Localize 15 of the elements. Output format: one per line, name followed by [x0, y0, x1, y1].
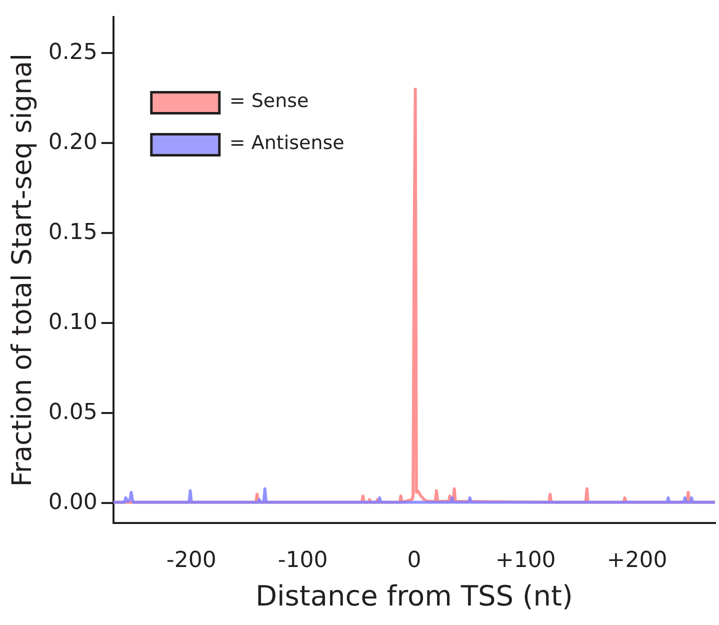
- y-tick-label: 0.15: [48, 220, 98, 245]
- y-tick-label: 0.10: [48, 310, 98, 335]
- x-tick-label: +200: [606, 548, 668, 573]
- legend-label: = Sense: [229, 90, 309, 112]
- x-tick-label: 0: [407, 548, 422, 573]
- y-tick-label: 0.00: [48, 490, 98, 515]
- y-tick-label: 0.05: [48, 400, 98, 425]
- x-tick-label: +100: [495, 548, 556, 573]
- x-tick-label: -200: [166, 548, 216, 573]
- y-axis-title: Fraction of total Start-seq signal: [7, 53, 38, 487]
- y-tick-label: 0.25: [48, 40, 98, 65]
- y-tick-label: 0.20: [48, 130, 98, 155]
- legend-label: = Antisense: [229, 132, 344, 154]
- x-axis-title: Distance from TSS (nt): [255, 579, 573, 612]
- x-tick-label: -100: [278, 548, 328, 573]
